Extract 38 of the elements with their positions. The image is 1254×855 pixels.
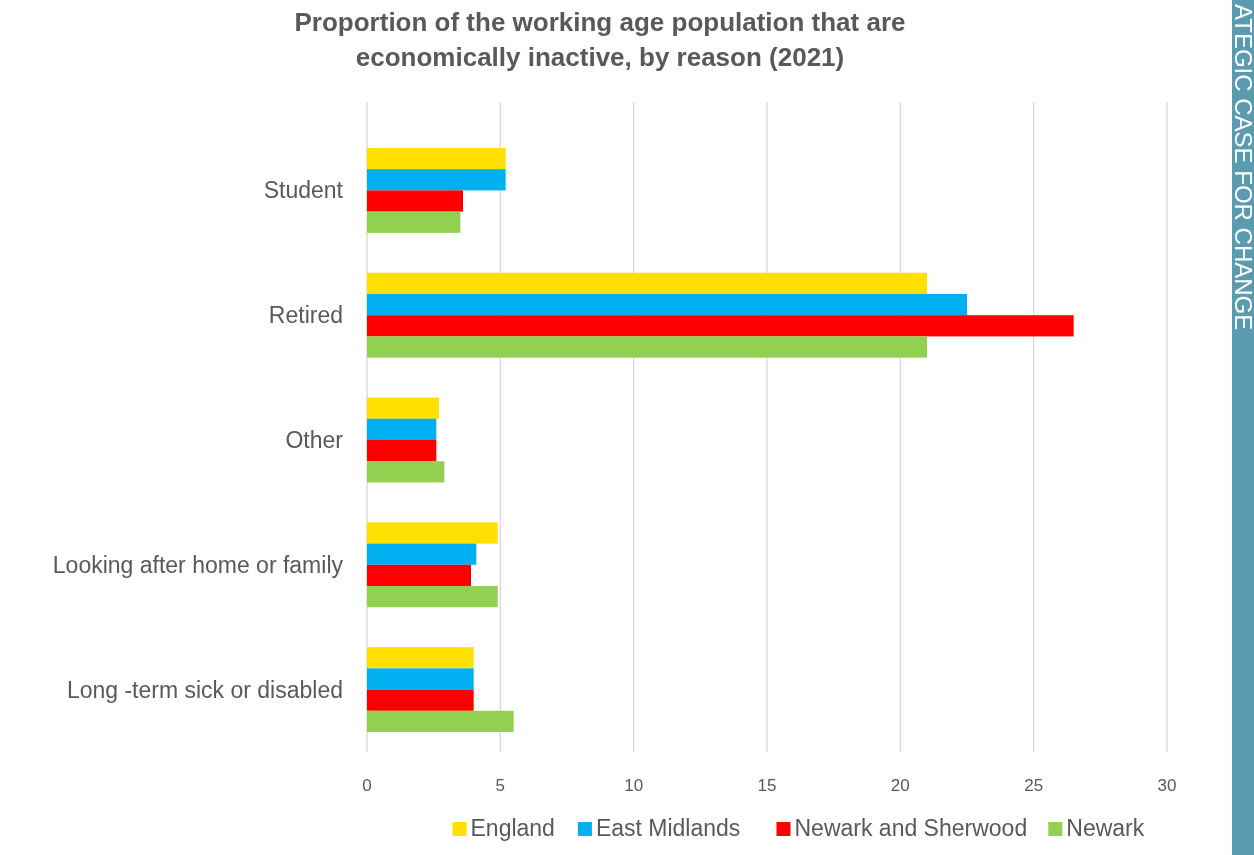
bar <box>367 336 927 358</box>
x-tick-label: 5 <box>495 776 506 795</box>
chart-title: Proportion of the working age population that are economically inactive, by reason (2021) <box>294 7 906 72</box>
y-tick-label: Other <box>285 427 344 453</box>
y-tick-label: Student <box>263 177 344 204</box>
legend-label: Newark <box>1066 815 1145 841</box>
y-tick-label: Looking after home or family <box>52 551 344 578</box>
bar <box>367 668 474 690</box>
bar <box>367 564 471 587</box>
bar <box>367 397 439 419</box>
bar <box>367 586 498 608</box>
bar <box>367 147 506 170</box>
legend-label: East Midlands <box>595 815 741 841</box>
bar <box>367 461 445 483</box>
legend-label: England <box>470 815 555 841</box>
bar <box>367 272 927 294</box>
bar <box>367 440 437 462</box>
bar <box>367 522 498 544</box>
bar <box>367 418 437 440</box>
y-tick-label: Retired <box>268 302 343 329</box>
bar <box>367 689 474 711</box>
bar <box>367 190 463 212</box>
bar <box>367 169 506 191</box>
x-tick-label: 20 <box>890 776 910 795</box>
bar <box>367 293 967 316</box>
x-tick-label: 30 <box>1157 776 1177 795</box>
bar <box>367 543 477 565</box>
x-tick-label: 15 <box>757 776 777 795</box>
y-tick-label: Long -term sick or disabled <box>66 676 343 703</box>
x-tick-label: 25 <box>1024 776 1044 795</box>
x-tick-label: 0 <box>362 776 372 795</box>
bar <box>367 647 474 669</box>
x-tick-label: 10 <box>624 776 644 795</box>
text: ATEGIC CASE FOR CHANGE <box>1230 4 1254 331</box>
bar <box>367 710 514 733</box>
bar <box>367 211 461 233</box>
legend-label: Newark and Sherwood <box>794 815 1028 841</box>
bar <box>367 315 1074 337</box>
